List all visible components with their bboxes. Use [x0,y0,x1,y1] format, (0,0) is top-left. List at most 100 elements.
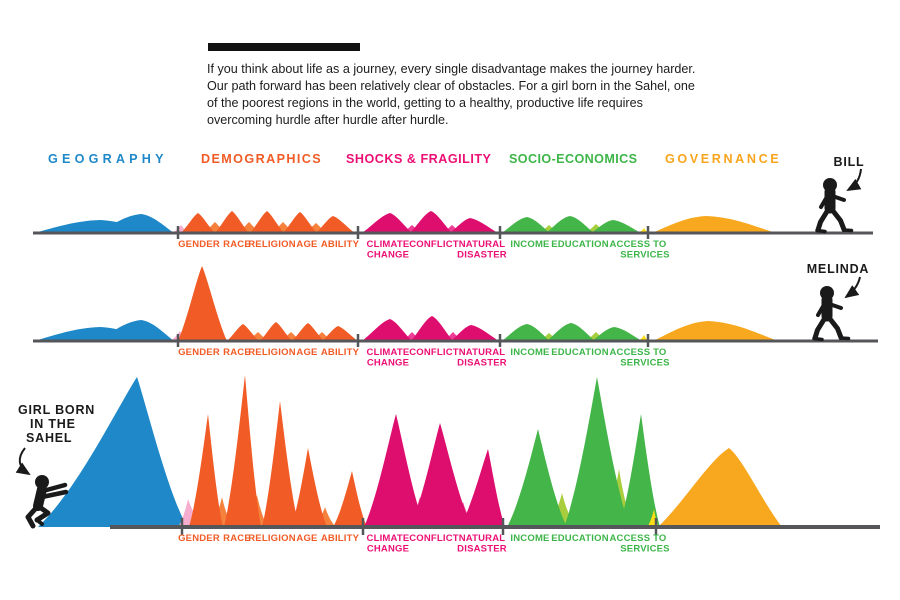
girl-hurdle-magenta [364,414,425,527]
melinda-hurdle-orange [292,323,324,341]
hurdle-label: SERVICES [620,544,669,555]
girl-hurdle-orange [291,448,327,527]
hurdle-label: RACE [223,347,251,358]
hurdle-label: RELIGION [248,347,296,358]
hurdle-label: ACCESS TO [609,347,666,358]
hurdle-label: NATURAL [459,239,506,250]
girl-hurdle-orange [262,401,299,527]
bill-hurdle-orange [316,216,355,233]
hurdle-label: ACCESS TO [609,533,666,544]
hurdle-label: AGE [296,347,317,358]
melinda-arrow [844,276,861,299]
melinda-hurdle-orange [260,322,292,341]
category-header-shocks-fragility: SHOCKS & FRAGILITY [346,152,492,166]
melinda-name-label: MELINDA [807,262,870,276]
hurdle-label: ABILITY [321,239,360,250]
hurdle-label: NATURAL [459,533,506,544]
hurdle-label: EDUCATION [551,239,609,250]
girl-figure [25,475,69,529]
melinda-hurdle-green [547,323,595,341]
hurdle-label: INCOME [510,533,549,544]
hurdle-label: INCOME [510,239,549,250]
melinda-hurdle-orange [322,326,358,341]
bill-hurdle-magenta [450,218,498,233]
bill-name-label: BILL [834,155,865,169]
category-header-governance: GOVERNANCE [665,152,782,166]
girl-hurdle-orange [189,414,223,527]
girl-hurdle-magenta [460,449,505,527]
hurdle-label: CHANGE [367,250,409,261]
melinda-hurdle-blue [97,320,174,341]
hurdle-label: CLIMATE [367,533,410,544]
melinda-hurdle-magenta [411,316,453,341]
girl-hurdle-blue [38,377,187,527]
bill-hurdle-green [502,217,550,233]
hurdle-label: ACCESS TO [609,239,666,250]
hurdle-label: CONFLICT [409,239,459,250]
hurdle-label: RACE [223,239,251,250]
girl-hurdle-orange [333,471,367,527]
hurdle-label: CONFLICT [409,347,459,358]
girl-name-label: GIRL BORN [18,403,95,417]
girl-hurdle-gold [658,448,782,527]
melinda-hurdle-orange [227,324,259,341]
girl-hurdle-green [507,429,567,527]
hurdle-label: GENDER [178,533,220,544]
bill-hurdle-green [546,216,594,233]
bill-hurdle-gold [652,216,776,233]
bill-figure [815,178,854,234]
hurdle-label: GENDER [178,347,220,358]
hurdle-label: INCOME [510,347,549,358]
melinda-hurdle-orange [178,266,227,341]
hurdle-label: CONFLICT [409,533,459,544]
girl-hurdle-magenta [410,423,472,527]
hurdle-label: RELIGION [248,533,296,544]
bill-hurdle-magenta [410,211,452,233]
hurdle-label: RELIGION [248,239,296,250]
girl-hurdle-orange [224,375,261,527]
category-header-geography: GEOGRAPHY [48,152,168,166]
hurdle-label: DISASTER [457,544,507,555]
hurdle-label: RACE [223,533,251,544]
category-header-demographics: DEMOGRAPHICS [201,152,323,166]
melinda-hurdle-magenta [451,325,499,341]
bill-hurdle-green [591,220,641,233]
bill-hurdle-blue [97,214,174,233]
hurdle-label: CLIMATE [367,347,410,358]
girl-hurdle-green [619,414,660,527]
intro-text: If you think about life as a journey, ev… [207,62,696,127]
bill-hurdle-orange [215,211,249,233]
hurdle-label: CLIMATE [367,239,410,250]
hurdle-label: AGE [296,533,317,544]
hurdle-label: GENDER [178,239,220,250]
hurdle-label: ABILITY [321,347,360,358]
title-divider-bar [208,43,360,51]
bill-hurdle-orange [181,213,215,233]
hurdle-label: CHANGE [367,358,409,369]
hurdle-label: CHANGE [367,544,409,555]
melinda-hurdle-magenta [362,319,412,341]
melinda-hurdle-green [592,327,642,341]
hurdle-label: SERVICES [620,358,669,369]
category-header-socio-economics: SOCIO-ECONOMICS [509,152,638,166]
bill-hurdle-magenta [362,213,412,233]
girl-name-label: IN THE [30,417,76,431]
girl-hurdle-green [564,377,630,527]
melinda-hurdle-green [502,324,550,341]
girl-name-label: SAHEL [26,431,72,445]
hurdle-label: NATURAL [459,347,506,358]
hurdle-label: EDUCATION [551,533,609,544]
hurdle-label: AGE [296,239,317,250]
bill-hurdle-orange [283,212,317,233]
bill-hurdle-orange [250,211,284,233]
bill-arrow [846,168,862,191]
melinda-hurdle-gold [653,321,778,341]
hurdle-label: DISASTER [457,358,507,369]
hurdle-label: DISASTER [457,250,507,261]
hurdle-label: SERVICES [620,250,669,261]
